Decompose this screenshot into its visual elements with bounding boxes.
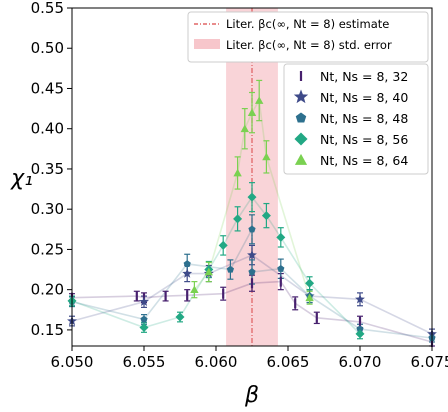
data-point	[233, 168, 242, 177]
markers-layer	[67, 96, 437, 347]
series-line	[193, 98, 311, 298]
plot-frame	[71, 7, 433, 347]
data-point	[247, 192, 257, 202]
data-point	[204, 267, 213, 276]
x-tick-label: 6.065	[267, 353, 310, 371]
data-point	[139, 322, 149, 332]
legend-marker	[294, 153, 308, 165]
y-tick-label: 0.50	[31, 39, 64, 57]
data-point	[218, 240, 228, 250]
legend-estimate-label: Liter. βc(∞, Nt = 8) estimate	[226, 17, 389, 31]
data-point	[276, 232, 286, 242]
x-tick-label: 6.060	[195, 353, 238, 371]
data-point	[262, 152, 271, 161]
data-point	[183, 260, 191, 267]
data-point	[240, 124, 249, 133]
data-point	[190, 285, 199, 294]
y-tick-label: 0.15	[31, 321, 64, 339]
data-point	[226, 265, 235, 273]
data-point	[248, 268, 256, 276]
y-tick-label: 0.20	[31, 281, 64, 299]
data-point	[247, 249, 257, 260]
reference-legend-box	[187, 11, 429, 63]
y-tick-label: 0.35	[31, 160, 64, 178]
y-axis-label: χ₁	[10, 166, 33, 191]
legend-series-label: Nt, Ns = 8, 48	[320, 111, 408, 126]
legend-marker	[294, 132, 308, 146]
data-point	[248, 225, 256, 233]
y-tick-label: 0.30	[31, 200, 64, 218]
x-tick-label: 6.075	[411, 353, 448, 371]
series-legend-box	[283, 63, 429, 175]
data-point	[247, 108, 257, 116]
data-point	[255, 96, 264, 104]
data-point	[233, 214, 243, 224]
y-tick-label: 0.55	[31, 0, 64, 17]
y-tick-label: 0.45	[31, 79, 64, 97]
data-point	[140, 315, 148, 323]
axes-layer: 6.050 6.055 6.060 6.065 6.070 6.075 0.15 0.20 0.…	[31, 0, 448, 371]
data-point	[355, 294, 365, 304]
data-point	[305, 293, 314, 302]
data-point	[356, 325, 364, 333]
series-line	[71, 280, 433, 343]
series-legend: Nt, Ns = 8, 32 Nt, Ns = 8, 40 Nt, Ns = 8, …	[283, 63, 429, 175]
legend-series-label: Nt, Ns = 8, 32	[320, 69, 408, 84]
x-axis-label: β	[244, 383, 259, 408]
data-point	[305, 278, 315, 288]
legend-series-label: Nt, Ns = 8, 64	[320, 153, 408, 168]
x-tick-label: 6.050	[51, 353, 94, 371]
data-point	[355, 329, 365, 339]
data-point	[182, 268, 193, 278]
reference-legend: Liter. βc(∞, Nt = 8) estimate Liter. βc(…	[187, 11, 429, 63]
data-point	[261, 211, 271, 221]
x-tick-label: 6.070	[339, 353, 382, 371]
data-point	[139, 296, 149, 306]
legend-error-label: Liter. βc(∞, Nt = 8) std. error	[226, 38, 392, 52]
x-tick-label: 6.055	[123, 353, 166, 371]
y-tick-label: 0.40	[31, 120, 64, 138]
legend-error-band-swatch	[194, 39, 220, 49]
data-point	[175, 312, 185, 322]
y-tick-label: 0.25	[31, 240, 64, 258]
legend-marker	[295, 112, 307, 123]
legend-series-label: Nt, Ns = 8, 56	[320, 132, 408, 147]
data-point	[277, 264, 285, 272]
legend-series-label: Nt, Ns = 8, 40	[320, 90, 408, 105]
legend-marker	[293, 89, 309, 104]
